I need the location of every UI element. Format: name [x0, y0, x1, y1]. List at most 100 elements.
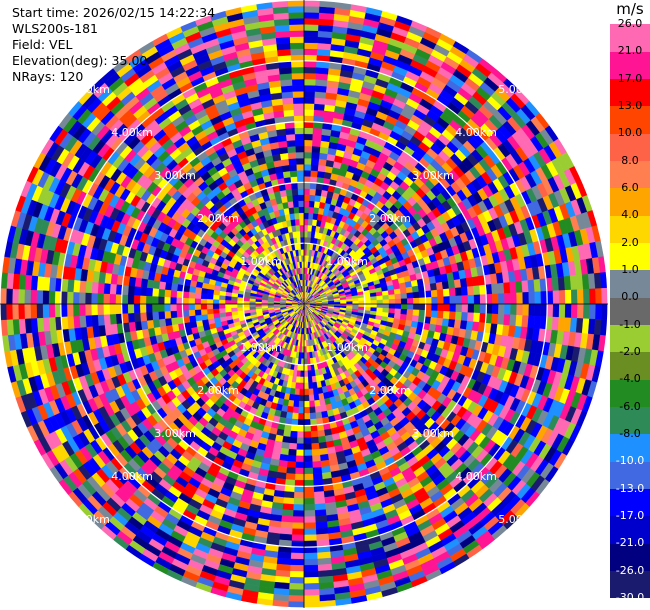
ppi-cell	[287, 454, 297, 463]
ppi-cell	[311, 448, 321, 457]
ppi-cell	[157, 296, 165, 305]
ppi-cell	[84, 303, 92, 316]
ppi-cell	[521, 280, 529, 293]
ppi-cell	[303, 558, 318, 566]
ppi-cell	[224, 303, 232, 309]
ppi-cell	[315, 79, 328, 87]
ppi-cell	[289, 430, 298, 438]
ppi-cell	[436, 289, 444, 298]
ppi-cell	[97, 282, 105, 294]
ppi-cell	[230, 303, 238, 309]
ppi-cell	[85, 280, 93, 294]
ppi-cell	[313, 399, 321, 408]
ppi-cell	[425, 303, 432, 311]
ppi-cell	[127, 285, 135, 296]
ppi-cell	[303, 188, 311, 195]
ppi-cell	[583, 288, 591, 305]
ppi-cells	[0, 0, 609, 609]
ppi-cell	[449, 303, 457, 313]
ppi-cell	[311, 151, 321, 160]
ppi-cell	[436, 310, 444, 319]
ppi-cell	[293, 498, 305, 505]
ppi-cell	[200, 303, 208, 310]
ppi-cell	[288, 589, 305, 597]
ppi-cell	[282, 503, 294, 511]
ppi-cell	[317, 170, 326, 179]
ppi-cell	[431, 303, 439, 312]
ppi-cell	[479, 294, 487, 305]
ppi-cell	[188, 309, 196, 317]
ppi-cell	[115, 293, 123, 305]
ppi-cell	[388, 308, 396, 314]
ppi-cell	[290, 552, 305, 560]
ppi-cell	[406, 309, 414, 316]
ppi-cell	[297, 413, 305, 420]
ppi-cell	[387, 289, 395, 296]
ppi-cell	[303, 522, 317, 530]
ppi-cell	[312, 473, 323, 481]
ppi-cell	[303, 194, 310, 202]
ppi-cell	[303, 595, 320, 603]
ppi-cell	[303, 60, 317, 68]
ppi-cell	[370, 296, 378, 301]
ppi-cell	[288, 583, 305, 591]
ppi-cell	[11, 303, 19, 320]
ppi-cell	[291, 522, 305, 530]
ppi-cell	[285, 467, 296, 475]
ppi-cell	[551, 316, 560, 331]
ppi-cell	[291, 418, 299, 426]
ppi-cell	[298, 388, 305, 396]
ppi-cell	[308, 388, 314, 396]
ppi-cell	[139, 312, 148, 322]
ppi-cell	[406, 303, 414, 310]
ppi-cell	[473, 312, 481, 323]
ppi-cell	[534, 303, 542, 317]
ppi-cell	[430, 310, 438, 319]
ppi-cell	[312, 127, 323, 135]
ppi-cell	[303, 583, 320, 591]
ppi-cell	[303, 473, 314, 481]
ppi-cell	[287, 448, 297, 457]
ppi-cell	[303, 437, 312, 445]
ppi-cell	[293, 491, 305, 499]
ppi-cell	[54, 303, 62, 318]
ppi-cell	[200, 298, 208, 305]
ppi-cell	[42, 290, 50, 305]
ppi-cell	[127, 294, 135, 305]
ppi-cell	[164, 317, 173, 327]
ppi-cell	[85, 314, 93, 328]
ppi-cell	[418, 309, 426, 317]
ppi-cell	[66, 315, 75, 330]
ppi-cell	[382, 303, 390, 309]
ppi-cell	[303, 97, 316, 104]
ppi-cell	[230, 307, 238, 312]
ppi-cell	[145, 295, 153, 305]
ppi-cell	[303, 564, 319, 572]
ppi-cell	[376, 303, 384, 309]
ppi-cell	[72, 303, 80, 317]
ppi-cell	[595, 303, 603, 320]
ppi-cell	[78, 303, 86, 317]
ppi-cell	[303, 601, 321, 609]
ppi-cell	[412, 291, 420, 299]
ppi-cell	[206, 293, 214, 300]
ppi-cell	[303, 36, 319, 44]
ppi-cell	[194, 314, 203, 322]
ppi-cell	[388, 294, 396, 300]
ppi-cell	[24, 289, 32, 305]
ppi-cell	[48, 303, 56, 318]
ppi-cell	[303, 528, 317, 536]
ppi-cell	[312, 467, 323, 475]
ppi-cell	[485, 293, 493, 305]
ppi-cell	[312, 139, 322, 148]
ppi-cell	[315, 527, 329, 535]
ppi-cell	[309, 194, 316, 202]
ppi-cell	[297, 419, 305, 426]
ppi-cell	[311, 158, 320, 166]
ppi-cell	[315, 533, 330, 542]
ppi-cell	[303, 570, 319, 578]
ppi-cell	[473, 285, 481, 296]
ppi-cell	[400, 298, 408, 305]
ppi-cell	[310, 164, 319, 172]
